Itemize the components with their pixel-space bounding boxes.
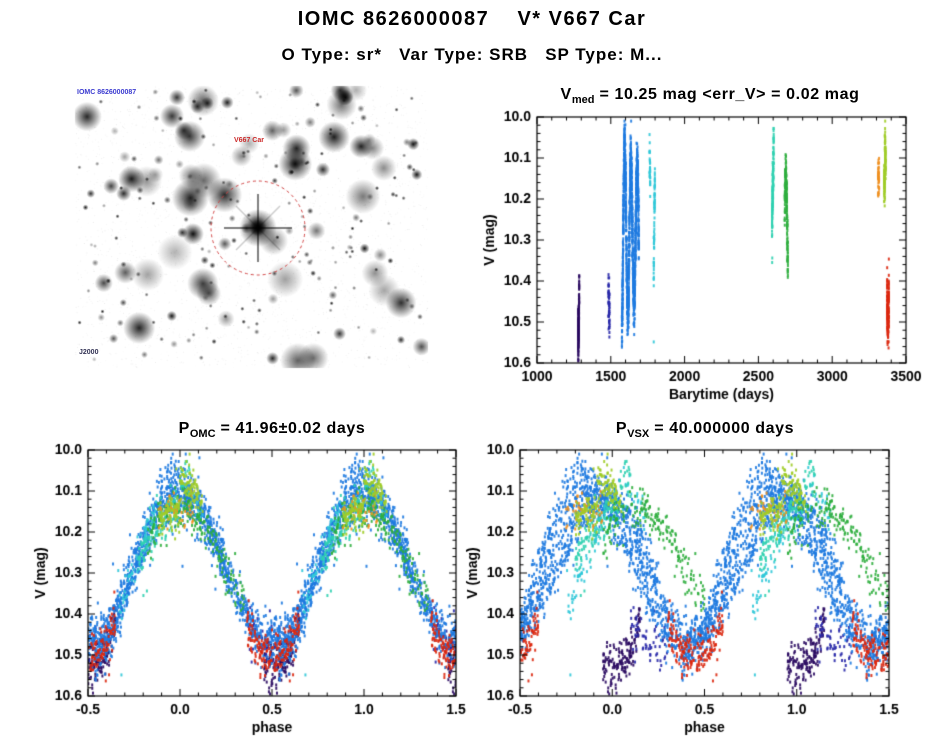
page-subtitle: O Type: sr* Var Type: SRB SP Type: M... — [281, 45, 663, 64]
phase-omc-title: POMC = 41.96±0.02 days — [52, 420, 492, 440]
finder-target-label: V667 Car — [234, 137, 264, 144]
phase-vsx-title-rest: = 40.000000 days — [649, 420, 795, 437]
page-title: IOMC 8626000087 V* V667 Car — [297, 8, 647, 30]
finder-bottom-label: J2000 — [79, 349, 99, 356]
lightcurve-title-base: V — [560, 86, 572, 103]
phase-omc-title-base: P — [178, 420, 190, 437]
lightcurve-title: Vmed = 10.25 mag <err_V> = 0.02 mag — [480, 86, 940, 106]
lightcurve-title-sub: med — [571, 94, 595, 107]
phase-vsx-title-sub: VSX — [627, 428, 650, 441]
phase-omc-title-sub: OMC — [189, 428, 216, 441]
phase-vsx-title-base: P — [615, 420, 628, 437]
lightcurve-title-rest: = 10.25 mag <err_V> = 0.02 mag — [594, 86, 860, 103]
finder-corner-label: IOMC 8626000087 — [77, 89, 137, 96]
phase-vsx-title: PVSX = 40.000000 days — [487, 420, 923, 440]
phase-omc-title-rest: = 41.96±0.02 days — [215, 420, 366, 437]
